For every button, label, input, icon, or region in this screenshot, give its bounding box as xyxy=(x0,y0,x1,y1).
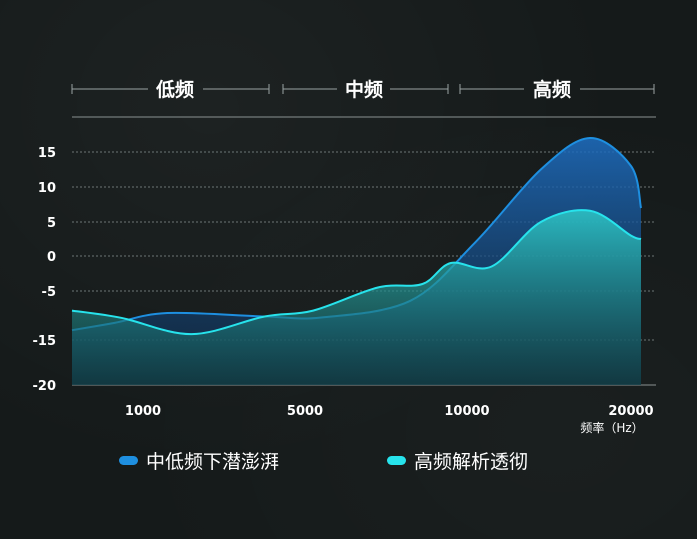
y-tick-label: 15 xyxy=(38,146,56,161)
band-headers: 低频 中频 高频 xyxy=(71,78,655,101)
y-tick-label: 5 xyxy=(47,216,56,231)
x-tick-label: 10000 xyxy=(444,404,489,419)
legend-swatch-cyan xyxy=(387,456,406,465)
series-area-cyan xyxy=(72,210,641,385)
x-axis-unit: 频率（Hz） xyxy=(580,420,643,435)
legend: 中低频下潜澎湃 高频解析透彻 xyxy=(119,451,528,473)
y-tick-label: 10 xyxy=(38,181,56,196)
series-areas xyxy=(71,136,642,385)
band-mid-label: 中频 xyxy=(345,78,383,101)
y-tick-label: 0 xyxy=(47,250,56,265)
legend-item-blue: 中低频下潜澎湃 xyxy=(119,451,279,473)
legend-item-cyan: 高频解析透彻 xyxy=(387,451,528,473)
y-tick-label: -15 xyxy=(33,334,57,349)
band-low-label: 低频 xyxy=(155,78,194,101)
band-low: 低频 xyxy=(71,78,270,101)
legend-swatch-blue xyxy=(119,456,138,465)
x-tick-label: 5000 xyxy=(287,404,323,419)
series-line-cyan xyxy=(71,209,642,336)
x-axis-ticks: 1000 5000 10000 20000 xyxy=(125,404,654,419)
legend-label-cyan: 高频解析透彻 xyxy=(414,451,528,473)
y-axis-ticks: 15 10 5 0 -5 -15 -20 xyxy=(33,146,57,394)
band-high-label: 高频 xyxy=(533,78,571,101)
band-high: 高频 xyxy=(459,78,655,101)
x-tick-label: 20000 xyxy=(608,404,653,419)
band-mid: 中频 xyxy=(282,78,449,101)
x-tick-label: 1000 xyxy=(125,404,161,419)
y-tick-label: -5 xyxy=(42,285,56,300)
y-tick-label: -20 xyxy=(33,379,57,394)
legend-label-blue: 中低频下潜澎湃 xyxy=(146,451,279,473)
